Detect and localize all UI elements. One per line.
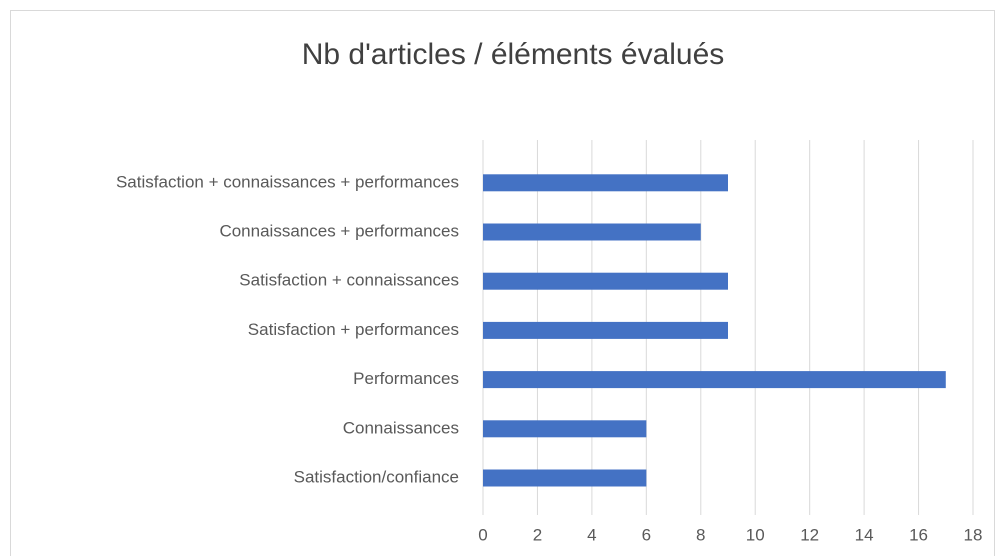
y-tick-label: Satisfaction + connaissances + performan… [116,172,459,191]
x-tick-label: 2 [533,525,542,544]
y-tick-label: Connaissances + performances [219,221,459,240]
x-tick-label: 8 [696,525,705,544]
x-tick-label: 14 [855,525,874,544]
bar [483,321,728,339]
bar [483,420,647,438]
y-tick-label: Satisfaction + connaissances [239,271,459,290]
x-tick-label: 16 [909,525,928,544]
chart-title: Nb d'articles / éléments évalués [302,38,725,71]
y-tick-label: Connaissances [343,418,459,437]
bar [483,174,728,192]
y-tick-label: Performances [353,369,459,388]
bar [483,371,946,389]
y-tick-label: Satisfaction + performances [248,320,459,339]
x-tick-label: 6 [642,525,651,544]
x-tick-label: 12 [800,525,819,544]
bar [483,272,728,290]
bar [483,469,647,487]
x-tick-label: 0 [478,525,487,544]
bar [483,223,701,241]
x-tick-label: 18 [964,525,983,544]
x-tick-label: 4 [587,525,596,544]
x-tick-label: 10 [746,525,765,544]
y-tick-label: Satisfaction/confiance [294,467,459,486]
